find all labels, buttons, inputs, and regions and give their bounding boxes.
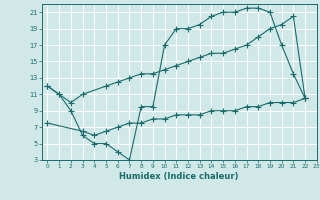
X-axis label: Humidex (Indice chaleur): Humidex (Indice chaleur): [119, 172, 239, 181]
